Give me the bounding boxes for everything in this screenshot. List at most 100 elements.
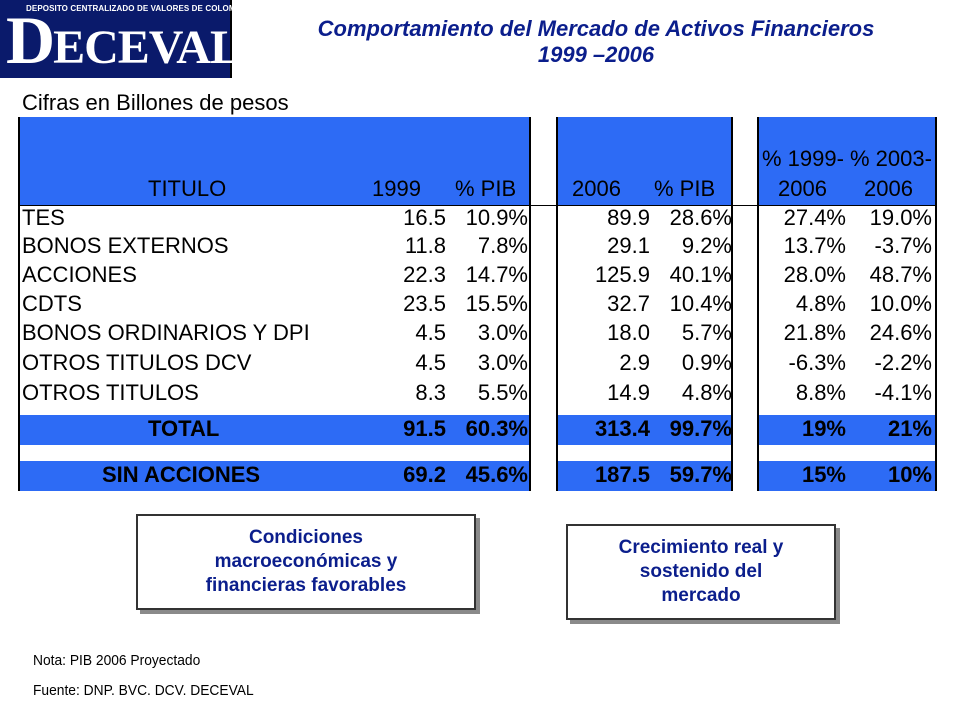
total-band-2006 [558, 415, 731, 445]
header-growth-99-bottom: 2006 [778, 176, 827, 201]
row-2006: 18.0 [607, 320, 650, 345]
row-1999: 11.8 [404, 233, 446, 258]
row-2006: 29.1 [607, 233, 650, 258]
row-1999: 4.5 [415, 320, 446, 345]
row-2006: 89.9 [607, 205, 650, 230]
row-pib-1999: 10.9% [465, 205, 528, 230]
row-growth-03: 48.7% [869, 262, 932, 287]
sin-band-2006 [558, 461, 731, 491]
header-titulo: TITULO [148, 176, 227, 201]
row-growth-99: 28.0% [783, 262, 846, 287]
header-growth-03-bottom: 2006 [864, 176, 913, 201]
row-growth-99: 27.4% [783, 205, 846, 230]
row-2006: 14.9 [607, 380, 650, 405]
row-name: ACCIONES [22, 262, 137, 287]
sin-pib-1999: 45.6% [465, 462, 528, 487]
header-1999: 1999 [372, 176, 421, 201]
callout-left-line-3: financieras favorables [205, 575, 407, 596]
title-line-2: 1999 –2006 [537, 42, 655, 67]
row-growth-99: 21.8% [783, 320, 846, 345]
row-pib-1999: 3.0% [477, 320, 528, 345]
callout-right-line-3: mercado [661, 585, 741, 606]
row-growth-03: -2.2% [874, 350, 932, 375]
sin-band-growth [759, 461, 935, 491]
row-pib-1999: 7.8% [477, 233, 528, 258]
row-name: CDTS [22, 291, 82, 316]
title-line-1: Comportamiento del Mercado de Activos Fi… [317, 16, 875, 41]
sin-2006: 187.5 [594, 462, 650, 487]
header-rule [18, 205, 937, 206]
table-row: TES 16.5 10.9% 89.9 28.6% 27.4% 19.0% [20, 205, 936, 233]
logo-rest: ECEVAL S.A. [53, 21, 332, 74]
row-growth-03: 10.0% [869, 291, 932, 316]
table-row: OTROS TITULOS DCV 4.5 3.0% 2.9 0.9% -6.3… [20, 350, 936, 378]
row-pib-1999: 3.0% [477, 350, 528, 375]
row-growth-03: 24.6% [869, 320, 932, 345]
total-band-1999 [20, 415, 529, 445]
row-1999: 22.3 [403, 262, 446, 287]
row-1999: 16.5 [403, 205, 446, 230]
total-growth-99: 19% [801, 416, 846, 441]
sin-growth-03: 10% [887, 462, 932, 487]
callout-left-line-2: macroeconómicas y [214, 551, 398, 572]
row-pib-2006: 4.8% [681, 380, 732, 405]
row-growth-03: 19.0% [869, 205, 932, 230]
callout-real-growth: Crecimiento real y sostenido del mercado [566, 524, 836, 620]
logo-big-letter: D [6, 2, 55, 78]
row-2006: 2.9 [619, 350, 650, 375]
table-divider-4 [757, 117, 759, 491]
row-pib-1999: 15.5% [465, 291, 528, 316]
row-pib-1999: 5.5% [477, 380, 528, 405]
row-pib-2006: 5.7% [681, 320, 732, 345]
slide-header: DEPOSITO CENTRALIZADO DE VALORES DE COLO… [0, 0, 960, 80]
row-pib-2006: 0.9% [681, 350, 732, 375]
callout-left-line-1: Condiciones [248, 527, 363, 548]
callout-right-line-2: sostenido del [639, 561, 763, 582]
sin-growth-99: 15% [801, 462, 846, 487]
header-band-2006 [558, 117, 731, 205]
row-pib-2006: 40.1% [669, 262, 732, 287]
table-row: BONOS ORDINARIOS Y DPI 4.5 3.0% 18.0 5.7… [20, 320, 936, 348]
total-label: TOTAL [148, 416, 220, 441]
total-pib-2006: 99.7% [669, 416, 732, 441]
row-1999: 8.3 [415, 380, 446, 405]
total-band-growth [759, 415, 935, 445]
total-2006: 313.4 [594, 416, 650, 441]
sin-1999: 69.2 [403, 462, 446, 487]
row-2006: 32.7 [607, 291, 650, 316]
row-name: OTROS TITULOS [22, 380, 199, 405]
table-row: OTROS TITULOS 8.3 5.5% 14.9 4.8% 8.8% -4… [20, 380, 936, 408]
deceval-logo: DEPOSITO CENTRALIZADO DE VALORES DE COLO… [0, 0, 332, 78]
header-growth-03-top: % 2003- [850, 146, 932, 171]
row-2006: 125.9 [594, 262, 650, 287]
row-growth-99: 8.8% [795, 380, 846, 405]
total-growth-03: 21% [887, 416, 932, 441]
row-name: BONOS ORDINARIOS Y DPI [22, 320, 310, 345]
logo-tagline: DEPOSITO CENTRALIZADO DE VALORES DE COLO… [26, 4, 250, 13]
row-1999: 4.5 [415, 350, 446, 375]
row-pib-2006: 9.2% [681, 233, 732, 258]
row-pib-2006: 10.4% [669, 291, 732, 316]
total-row: TOTAL 91.5 60.3% 313.4 99.7% 19% 21% [20, 415, 936, 445]
total-pib-1999: 60.3% [465, 416, 528, 441]
header-2006: 2006 [572, 176, 621, 201]
table-row: BONOS EXTERNOS 11.8 7.8% 29.1 9.2% 13.7%… [20, 233, 936, 261]
logo-wordmark: DECEVAL S.A. [6, 6, 332, 74]
units-label: Cifras en Billones de pesos [22, 90, 289, 115]
table-divider-2 [556, 117, 558, 491]
header-pib-1999: % PIB [455, 176, 517, 201]
footnote-pib: Nota: PIB 2006 Proyectado [33, 652, 201, 669]
header-growth-99-top: % 1999- [762, 146, 844, 171]
table-border-right [935, 117, 937, 491]
row-pib-2006: 28.6% [669, 205, 732, 230]
table-divider-3 [731, 117, 733, 491]
footnote-source: Fuente: DNP. BVC. DCV. DECEVAL [33, 682, 254, 699]
row-growth-99: 13.7% [783, 233, 846, 258]
header-band-1999 [20, 117, 529, 205]
row-name: TES [22, 205, 65, 230]
table-row: ACCIONES 22.3 14.7% 125.9 40.1% 28.0% 48… [20, 262, 936, 290]
row-growth-03: -3.7% [874, 233, 932, 258]
row-name: OTROS TITULOS DCV [22, 350, 252, 375]
sin-pib-2006: 59.7% [669, 462, 732, 487]
row-growth-03: -4.1% [874, 380, 932, 405]
